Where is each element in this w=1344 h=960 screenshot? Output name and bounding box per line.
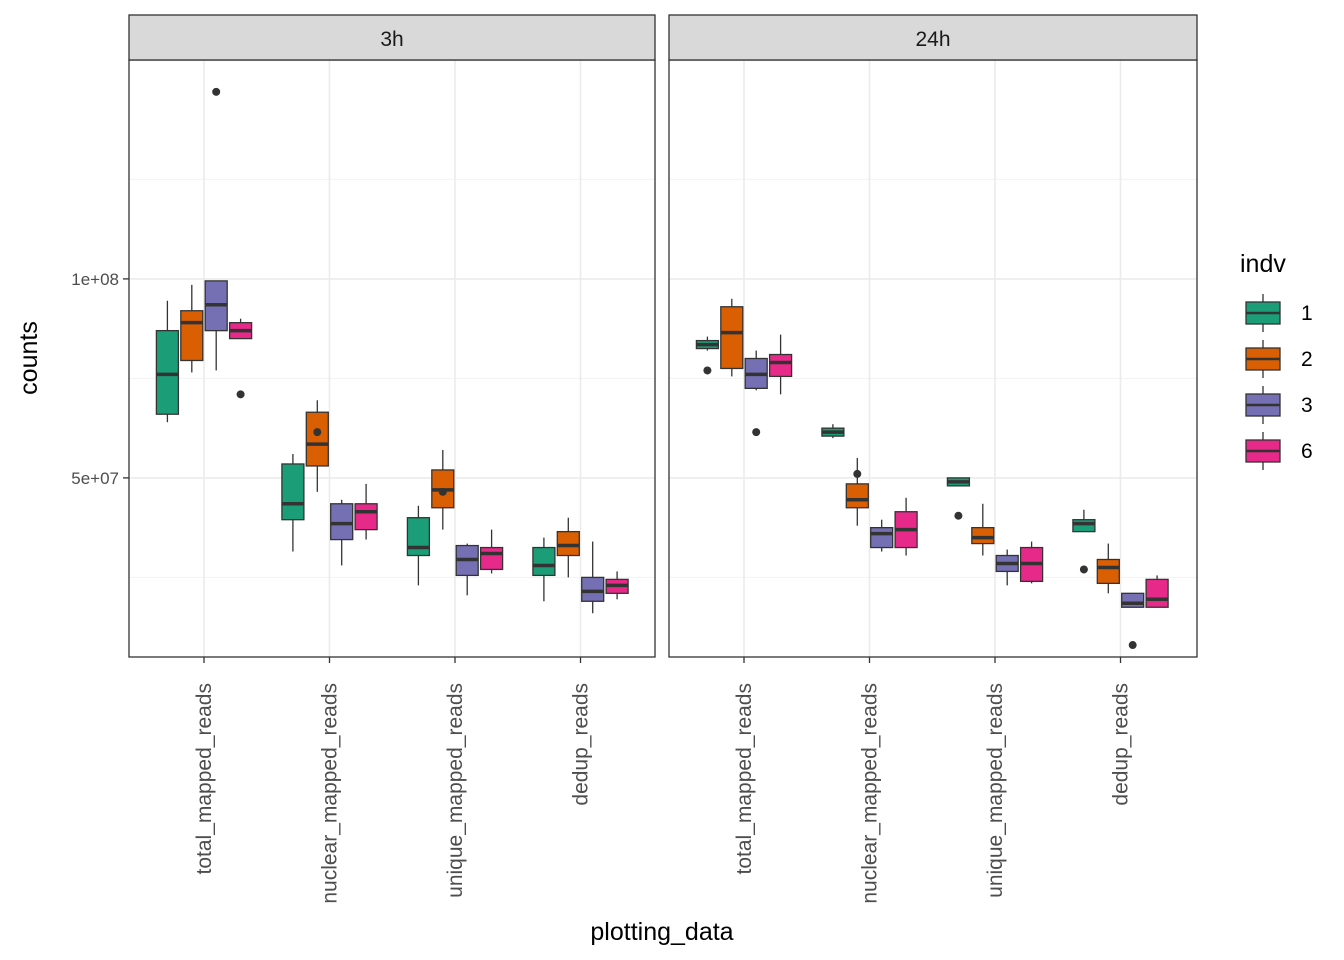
box-body: [532, 546, 556, 577]
y-tick-label: 1e+08: [71, 270, 119, 289]
box-nuclear_mapped_reads-indv-1: [821, 424, 845, 439]
box-nuclear_mapped_reads-indv-1: [281, 454, 305, 552]
box-unique_mapped_reads-indv-1: [946, 477, 971, 520]
outlier-point: [703, 366, 712, 375]
x-tick-label: unique_mapped_reads: [984, 683, 1007, 898]
box-dedup_reads-indv-6: [1145, 575, 1169, 608]
x-tick-label: nuclear_mapped_reads: [859, 683, 882, 904]
x-tick-label: total_mapped_reads: [733, 683, 756, 874]
box-body: [155, 329, 180, 415]
outlier-point: [954, 511, 963, 520]
box-dedup_reads-indv-1: [532, 537, 556, 602]
y-tick-label: 5e+07: [71, 469, 119, 488]
box-unique_mapped_reads-indv-3: [995, 549, 1019, 586]
box-body: [1121, 592, 1145, 608]
outlier-point: [438, 487, 447, 496]
box-nuclear_mapped_reads-indv-2: [305, 400, 329, 492]
box-total_mapped_reads-indv-2: [180, 284, 204, 373]
panel-background: [129, 60, 655, 657]
box-dedup_reads-indv-3: [1121, 592, 1145, 650]
box-nuclear_mapped_reads-indv-6: [894, 497, 918, 556]
box-body: [479, 546, 504, 571]
box-body: [305, 411, 329, 467]
legend-label: 1: [1301, 302, 1313, 325]
legend: indv 1 2 3 6: [1240, 250, 1313, 470]
legend-title: indv: [1240, 250, 1286, 278]
facet-panels: 3h total_mapped_reads nuclear_mapped_reads…: [71, 14, 1198, 904]
box-body: [281, 463, 305, 521]
box-dedup_reads-indv-6: [605, 571, 629, 600]
box-dedup_reads-indv-1: [1072, 509, 1096, 574]
box-body: [768, 353, 793, 378]
legend-key-6: 6: [1245, 432, 1313, 470]
box-total_mapped_reads-indv-6: [228, 318, 253, 399]
box-body: [180, 310, 204, 362]
box-total_mapped_reads-indv-2: [720, 298, 744, 377]
x-tick-label: unique_mapped_reads: [444, 683, 467, 898]
facet-strip-label: 3h: [380, 28, 403, 51]
box-dedup_reads-indv-2: [1096, 543, 1120, 594]
box-body: [406, 517, 431, 557]
box-total_mapped_reads-indv-1: [695, 336, 720, 375]
facet-panel-3h: 3h total_mapped_reads nuclear_mapped_reads…: [128, 14, 656, 904]
box-dedup_reads-indv-3: [581, 541, 605, 614]
legend-label: 3: [1301, 394, 1313, 417]
box-unique_mapped_reads-indv-6: [479, 529, 504, 574]
legend-label: 6: [1301, 440, 1313, 463]
box-total_mapped_reads-indv-6: [768, 334, 793, 395]
box-unique_mapped_reads-indv-3: [455, 543, 479, 596]
box-body: [870, 527, 894, 549]
box-total_mapped_reads-indv-3: [204, 87, 228, 371]
facet-panel-24h: 24h total_mapped_reads nuclear_mapped_read…: [668, 14, 1198, 904]
box-unique_mapped_reads-indv-1: [406, 505, 431, 586]
outlier-point: [1079, 565, 1088, 574]
x-tick-label: dedup_reads: [570, 683, 593, 806]
y-axis-title: counts: [15, 321, 43, 395]
legend-key-3: 3: [1245, 386, 1313, 424]
box-nuclear_mapped_reads-indv-2: [845, 458, 869, 526]
legend-key-2: 2: [1245, 340, 1313, 378]
y-axis: 5e+07 1e+08: [71, 270, 129, 488]
x-tick-label: nuclear_mapped_reads: [319, 683, 342, 904]
outlier-point: [313, 428, 322, 437]
box-body: [1145, 578, 1169, 608]
box-body: [845, 483, 869, 509]
box-nuclear_mapped_reads-indv-3: [330, 499, 354, 566]
box-body: [330, 503, 354, 541]
outlier-point: [853, 469, 862, 478]
box-unique_mapped_reads-indv-2: [971, 503, 995, 556]
box-body: [720, 306, 744, 370]
box-body: [1096, 558, 1120, 585]
box-nuclear_mapped_reads-indv-3: [870, 519, 894, 552]
facet-strip: [668, 14, 1198, 61]
box-dedup_reads-indv-2: [556, 517, 580, 578]
x-axis-title: plotting_data: [590, 918, 733, 946]
box-unique_mapped_reads-indv-2: [431, 450, 455, 530]
x-tick-label: dedup_reads: [1110, 683, 1133, 806]
box-body: [1072, 519, 1096, 533]
box-total_mapped_reads-indv-3: [744, 350, 768, 437]
box-total_mapped_reads-indv-1: [155, 300, 180, 423]
legend-key-1: 1: [1245, 294, 1313, 332]
outlier-point: [212, 87, 221, 96]
box-body: [354, 503, 378, 531]
box-body: [971, 527, 995, 545]
box-body: [581, 576, 605, 602]
box-nuclear_mapped_reads-indv-6: [354, 483, 378, 540]
facet-strip: [128, 14, 656, 61]
box-body: [556, 530, 580, 557]
box-unique_mapped_reads-indv-6: [1019, 541, 1044, 584]
facet-strip-label: 24h: [915, 28, 950, 51]
outlier-point: [236, 390, 245, 399]
outlier-point: [752, 428, 761, 437]
legend-label: 2: [1301, 348, 1313, 371]
outlier-point: [1128, 641, 1137, 650]
x-tick-label: total_mapped_reads: [193, 683, 216, 874]
